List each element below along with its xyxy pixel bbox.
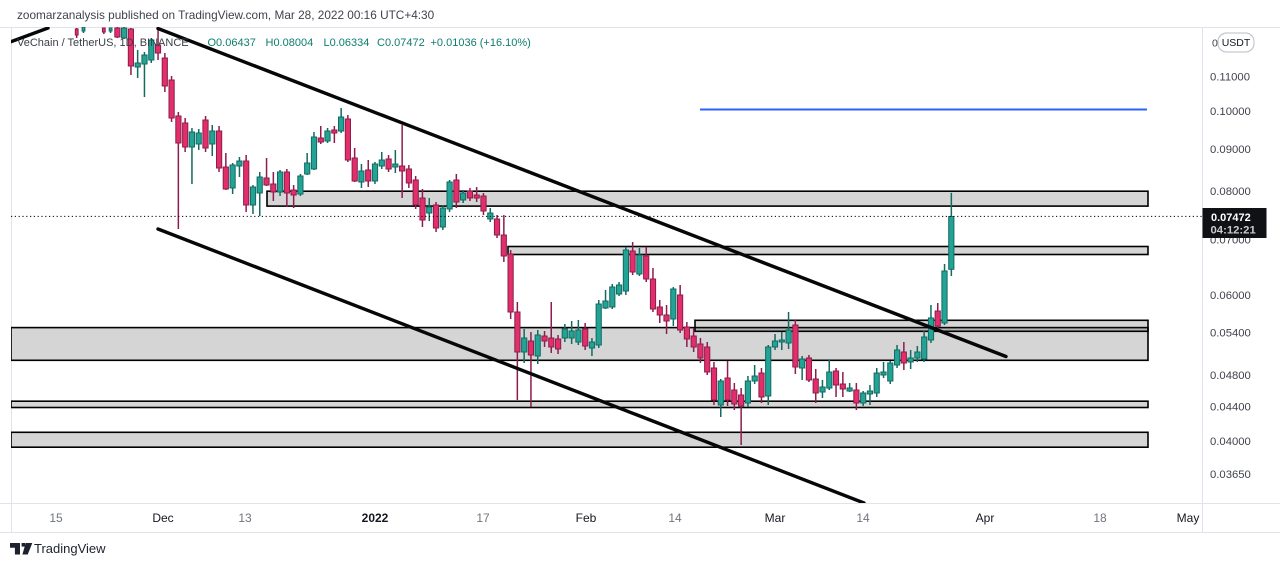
- svg-text:0.04400: 0.04400: [1210, 401, 1251, 413]
- svg-text:13: 13: [238, 511, 252, 525]
- svg-text:17: 17: [476, 511, 490, 525]
- svg-text:+0.01036 (+16.10%): +0.01036 (+16.10%): [431, 37, 531, 49]
- svg-text:0.06000: 0.06000: [1210, 290, 1251, 302]
- svg-text:2022: 2022: [362, 511, 389, 525]
- svg-text:18: 18: [1093, 511, 1107, 525]
- svg-text:Apr: Apr: [976, 511, 995, 525]
- svg-text:VeChain / TetherUS, 1D, BINANC: VeChain / TetherUS, 1D, BINANCE: [17, 37, 189, 49]
- svg-text:15: 15: [49, 511, 63, 525]
- svg-text:zoomarzanalysis published on T: zoomarzanalysis published on TradingView…: [17, 8, 435, 22]
- svg-text:Mar: Mar: [765, 511, 786, 525]
- svg-text:0.10000: 0.10000: [1210, 106, 1251, 118]
- svg-text:0.11000: 0.11000: [1210, 72, 1250, 84]
- svg-text:May: May: [1177, 511, 1200, 525]
- svg-text:USDT: USDT: [1222, 37, 1251, 49]
- svg-text:0.08000: 0.08000: [1210, 186, 1251, 198]
- svg-text:0.04000: 0.04000: [1210, 436, 1251, 448]
- svg-text:Dec: Dec: [152, 511, 173, 525]
- svg-text:04:12:21: 04:12:21: [1211, 225, 1256, 237]
- svg-text:0.05400: 0.05400: [1210, 328, 1251, 340]
- svg-text:0.07472: 0.07472: [1211, 212, 1251, 224]
- svg-text:14: 14: [856, 511, 870, 525]
- svg-text:0: 0: [1212, 38, 1218, 50]
- svg-text:Feb: Feb: [576, 511, 597, 525]
- svg-text:L0.06334: L0.06334: [324, 37, 370, 49]
- svg-text:0.03650: 0.03650: [1210, 469, 1251, 481]
- svg-text:H0.08004: H0.08004: [266, 37, 314, 49]
- svg-text:TradingView: TradingView: [34, 541, 106, 556]
- svg-text:C0.07472: C0.07472: [377, 37, 425, 49]
- svg-text:14: 14: [668, 511, 682, 525]
- svg-text:0.04800: 0.04800: [1210, 370, 1251, 382]
- svg-text:O0.06437: O0.06437: [208, 37, 256, 49]
- svg-text:0.09000: 0.09000: [1210, 144, 1251, 156]
